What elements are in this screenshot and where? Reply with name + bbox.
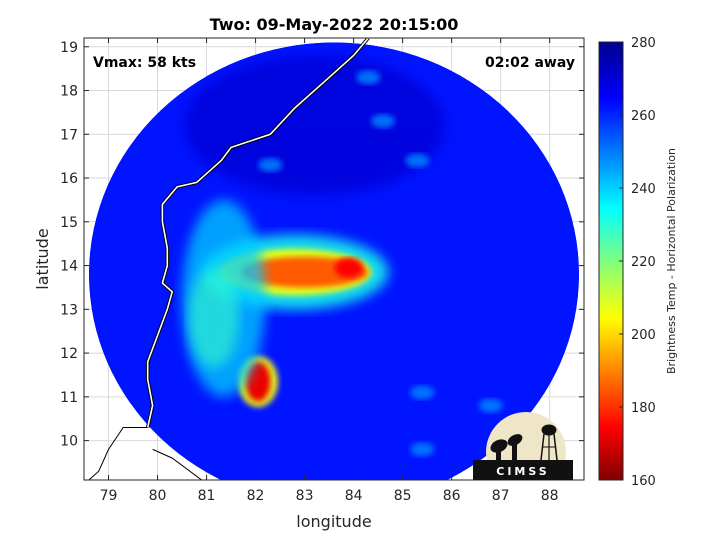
colorbar-tick-label: 240 (631, 182, 656, 197)
x-tick-label: 80 (149, 488, 167, 504)
x-tick-label: 82 (247, 488, 265, 504)
colorbar-tick-label: 260 (631, 109, 656, 124)
colorbar-label: Brightness Temp - Horizontal Polarizatio… (665, 148, 678, 374)
swath (88, 42, 580, 480)
colorbar-tick-label: 180 (631, 401, 656, 416)
y-axis-label: latitude (33, 228, 52, 289)
x-tick-label: 86 (443, 488, 461, 504)
x-tick-label: 88 (541, 488, 559, 504)
x-tick-label: 81 (198, 488, 216, 504)
y-tick-label: 15 (60, 215, 78, 231)
coastline (146, 38, 369, 428)
cold-spot (245, 361, 271, 402)
cold-band-core (334, 257, 363, 278)
y-tick-label: 19 (60, 40, 78, 56)
x-ticks: 79 80 81 82 83 84 85 86 87 88 (100, 38, 559, 504)
colorbar-tick-label: 280 (631, 36, 656, 51)
swath-fill (88, 42, 580, 480)
coastline-srilanka (152, 448, 202, 480)
axes-box (83, 37, 585, 481)
svg-text:CIMSS: CIMSS (496, 465, 549, 478)
vmax-annotation: Vmax: 58 kts (93, 55, 196, 71)
x-tick-label: 83 (296, 488, 314, 504)
convection-blob (356, 70, 381, 85)
convection-blob (410, 442, 435, 457)
colorbar-tick-label: 160 (631, 474, 656, 489)
y-tick-label: 13 (60, 302, 78, 318)
y-tick-label: 10 (60, 434, 78, 450)
convection-blob (405, 153, 430, 168)
colorbar-tick-label: 200 (631, 328, 656, 343)
y-tick-label: 11 (60, 390, 78, 406)
y-tick-label: 16 (60, 171, 78, 187)
cyan-region-west-core (188, 269, 239, 368)
y-tick-label: 12 (60, 346, 78, 362)
convection-blob (258, 157, 283, 172)
colorbar: 160 180 200 220 240 260 280 Brightness Temp - … (598, 36, 678, 489)
chart-title: Two: 09-May-2022 20:15:00 (210, 15, 459, 34)
convection-blob (410, 385, 435, 400)
coastline-south (88, 426, 148, 480)
x-tick-label: 85 (394, 488, 412, 504)
x-tick-label: 87 (492, 488, 510, 504)
y-tick-label: 18 (60, 84, 78, 100)
y-tick-label: 17 (60, 127, 78, 143)
x-tick-label: 84 (345, 488, 363, 504)
y-ticks: 10 11 12 13 14 15 16 17 18 19 (60, 40, 584, 450)
away-annotation: 02:02 away (485, 55, 575, 71)
water-tower-icon (540, 424, 558, 461)
colorbar-tick-label: 220 (631, 255, 656, 270)
colorbar-ticks: 160 180 200 220 240 260 280 (619, 36, 656, 489)
cimss-logo: CIMSS (473, 412, 573, 480)
convection-blob (371, 114, 396, 129)
x-tick-label: 79 (100, 488, 118, 504)
x-axis-label: longitude (296, 512, 371, 531)
dark-blue-region (184, 55, 445, 196)
convection-blob (478, 398, 503, 413)
plot-area (84, 38, 584, 480)
satellite-dish-icon (490, 434, 523, 460)
y-tick-label: 14 (60, 259, 78, 275)
